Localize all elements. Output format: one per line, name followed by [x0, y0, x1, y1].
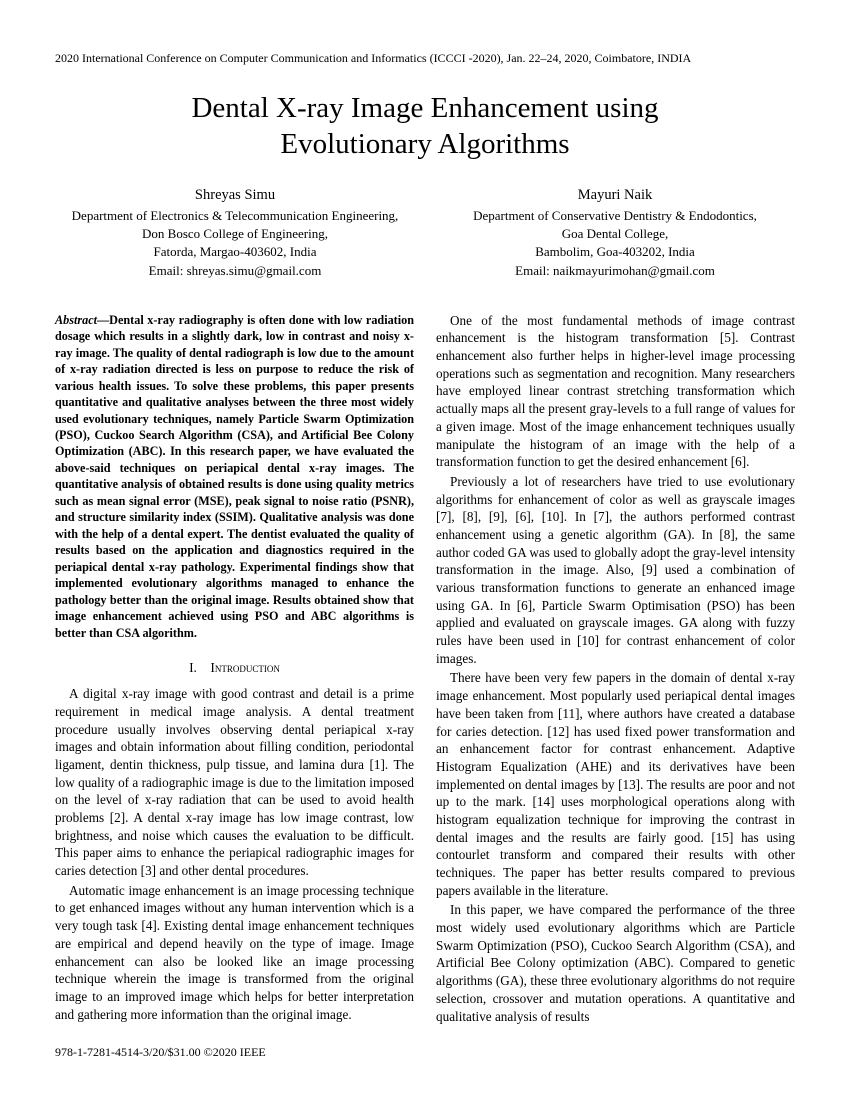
paragraph: Automatic image enhancement is an image …: [55, 882, 414, 1024]
author-dept: Department of Electronics & Telecommunic…: [55, 207, 415, 225]
paragraph: A digital x-ray image with good contrast…: [55, 685, 414, 880]
paragraph: In this paper, we have compared the perf…: [436, 901, 795, 1025]
abstract-label: Abstract: [55, 313, 97, 327]
section-1-header: I. Introduction: [55, 659, 414, 677]
authors-block: Shreyas Simu Department of Electronics &…: [55, 185, 795, 280]
author-addr: Bambolim, Goa-403202, India: [435, 243, 795, 261]
right-column: One of the most fundamental methods of i…: [436, 312, 795, 1028]
abstract-text: —Dental x-ray radiography is often done …: [55, 313, 414, 640]
body-columns: Abstract—Dental x-ray radiography is oft…: [55, 312, 795, 1028]
conference-header: 2020 International Conference on Compute…: [55, 50, 795, 66]
author-2: Mayuri Naik Department of Conservative D…: [435, 185, 795, 280]
title-line1: Dental X-ray Image Enhancement using: [191, 92, 658, 124]
author-name: Mayuri Naik: [435, 185, 795, 205]
paper-title: Dental X-ray Image Enhancement using Evo…: [55, 90, 795, 163]
author-name: Shreyas Simu: [55, 185, 415, 205]
paragraph: One of the most fundamental methods of i…: [436, 312, 795, 471]
author-email: Email: shreyas.simu@gmail.com: [55, 262, 415, 280]
paragraph: Previously a lot of researchers have tri…: [436, 473, 795, 668]
author-inst: Don Bosco College of Engineering,: [55, 225, 415, 243]
abstract: Abstract—Dental x-ray radiography is oft…: [55, 312, 414, 641]
author-addr: Fatorda, Margao-403602, India: [55, 243, 415, 261]
left-column: Abstract—Dental x-ray radiography is oft…: [55, 312, 414, 1028]
author-dept: Department of Conservative Dentistry & E…: [435, 207, 795, 225]
author-inst: Goa Dental College,: [435, 225, 795, 243]
copyright-footer: 978-1-7281-4514-3/20/$31.00 ©2020 IEEE: [55, 1044, 266, 1060]
author-email: Email: naikmayurimohan@gmail.com: [435, 262, 795, 280]
title-line2: Evolutionary Algorithms: [280, 128, 569, 160]
paragraph: There have been very few papers in the d…: [436, 669, 795, 899]
author-1: Shreyas Simu Department of Electronics &…: [55, 185, 415, 280]
